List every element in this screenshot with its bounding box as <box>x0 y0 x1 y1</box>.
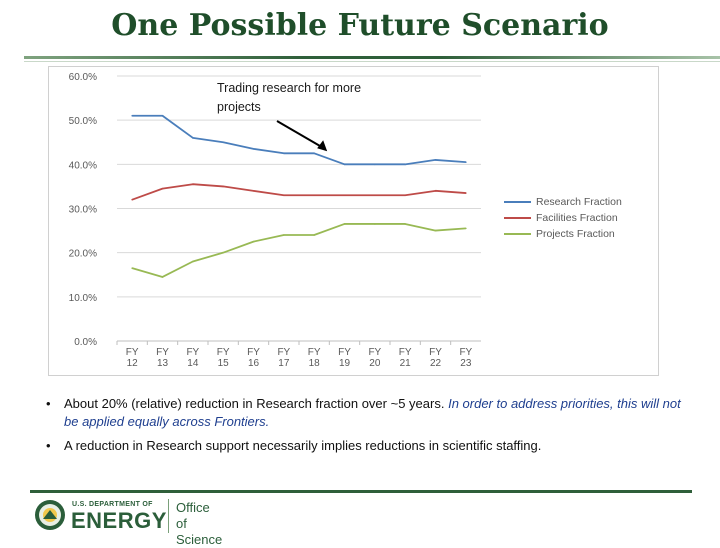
bullet-list: • About 20% (relative) reduction in Rese… <box>44 395 684 461</box>
page-title: One Possible Future Scenario <box>111 8 609 43</box>
y-tick-label: 40.0% <box>69 160 97 171</box>
data-point <box>131 267 133 269</box>
title-divider <box>24 56 720 59</box>
series-line <box>131 223 466 278</box>
x-tick-label: FY <box>338 347 351 358</box>
bullet-emphasis: In order to address priorities, this wil… <box>64 396 681 429</box>
x-tick-label: 15 <box>218 358 230 369</box>
x-tick-label: 21 <box>400 358 412 369</box>
x-tick-label: 20 <box>369 358 381 369</box>
title-divider-thin <box>24 61 720 62</box>
x-tick-label: FY <box>217 347 230 358</box>
x-tick-label: FY <box>247 347 260 358</box>
x-tick-label: 23 <box>460 358 472 369</box>
bullet-item: • A reduction in Research support necess… <box>44 437 684 455</box>
data-point <box>192 137 194 139</box>
x-tick-label: FY <box>429 347 442 358</box>
data-point <box>343 163 346 166</box>
data-point <box>434 190 437 192</box>
x-tick-label: FY <box>368 347 381 358</box>
doe-energy-wordmark: ENERGY <box>71 508 167 533</box>
annotation-arrowhead <box>317 140 328 152</box>
data-point <box>222 141 224 144</box>
logo-separator <box>168 499 169 533</box>
legend-label: Facilities Fraction <box>536 212 618 224</box>
x-tick-label: FY <box>308 347 321 358</box>
data-point <box>283 194 285 197</box>
data-point <box>465 161 467 163</box>
y-tick-label: 50.0% <box>69 116 97 127</box>
data-point <box>131 198 133 201</box>
y-tick-label: 30.0% <box>69 205 97 216</box>
x-tick-label: 12 <box>127 358 139 369</box>
y-tick-label: 10.0% <box>69 293 97 304</box>
data-point <box>465 227 467 230</box>
series-line <box>131 183 466 201</box>
data-point <box>252 148 255 150</box>
data-point <box>465 192 467 194</box>
data-point <box>283 234 285 236</box>
chart-frame: 0.0% 10.0% 20.0% 30.0% 40.0% 50.0% 60.0% FY 12 FY… <box>48 66 659 376</box>
doe-dept-label: U.S. DEPARTMENT OF <box>72 501 153 508</box>
bullet-marker: • <box>46 438 51 453</box>
data-point <box>404 194 406 197</box>
data-point <box>434 159 437 161</box>
x-tick-label: 18 <box>309 358 321 369</box>
office-line-2: Science <box>176 532 223 547</box>
data-point <box>222 251 224 254</box>
x-tick-label: 13 <box>157 358 169 369</box>
data-point <box>252 240 255 243</box>
data-point <box>283 152 285 155</box>
data-point <box>374 194 376 197</box>
annotation-text: Trading research for more <box>217 81 361 95</box>
data-point <box>192 183 194 186</box>
bullet-text: About 20% (relative) reduction in Resear… <box>64 396 445 411</box>
line-chart: 0.0%10.0%20.0%30.0%40.0%50.0%60.0%FY12FY… <box>69 72 622 369</box>
data-point <box>161 114 164 117</box>
data-point <box>131 114 133 117</box>
x-tick-label: FY <box>156 347 169 358</box>
legend-label: Research Fraction <box>536 196 622 208</box>
annotation-text: projects <box>217 100 261 114</box>
legend-label: Projects Fraction <box>536 228 615 240</box>
data-point <box>343 194 346 197</box>
y-tick-label: 20.0% <box>69 249 97 260</box>
data-point <box>252 190 255 192</box>
data-point <box>404 163 406 166</box>
series-line <box>132 114 466 166</box>
x-tick-label: FY <box>399 347 412 358</box>
x-tick-label: FY <box>459 347 472 358</box>
data-point <box>161 187 164 190</box>
bullet-item: • About 20% (relative) reduction in Rese… <box>44 395 684 431</box>
y-tick-label: 60.0% <box>69 72 97 83</box>
data-point <box>313 152 315 155</box>
office-of-science-label: Office of Science <box>176 500 222 548</box>
x-tick-label: 17 <box>278 358 290 369</box>
footer-divider <box>30 490 692 493</box>
data-point <box>374 163 376 166</box>
data-point <box>313 194 315 197</box>
x-tick-label: 14 <box>187 358 199 369</box>
x-tick-label: FY <box>126 347 139 358</box>
data-point <box>222 185 224 188</box>
x-tick-label: FY <box>186 347 199 358</box>
data-point <box>434 229 437 232</box>
bullet-marker: • <box>46 396 51 411</box>
annotation-arrow <box>276 120 323 149</box>
y-tick-label: 0.0% <box>74 337 97 348</box>
data-point <box>192 260 194 263</box>
x-tick-label: 16 <box>248 358 260 369</box>
office-line-1: Office of <box>176 500 210 531</box>
bullet-text: A reduction in Research support necessar… <box>64 438 542 453</box>
x-tick-label: 19 <box>339 358 351 369</box>
x-tick-label: 22 <box>430 358 442 369</box>
data-point <box>374 223 376 225</box>
data-point <box>313 234 315 236</box>
data-point <box>161 276 164 278</box>
data-point <box>343 223 346 225</box>
data-point <box>404 223 406 225</box>
x-tick-label: FY <box>277 347 290 358</box>
doe-seal-icon <box>35 500 65 530</box>
